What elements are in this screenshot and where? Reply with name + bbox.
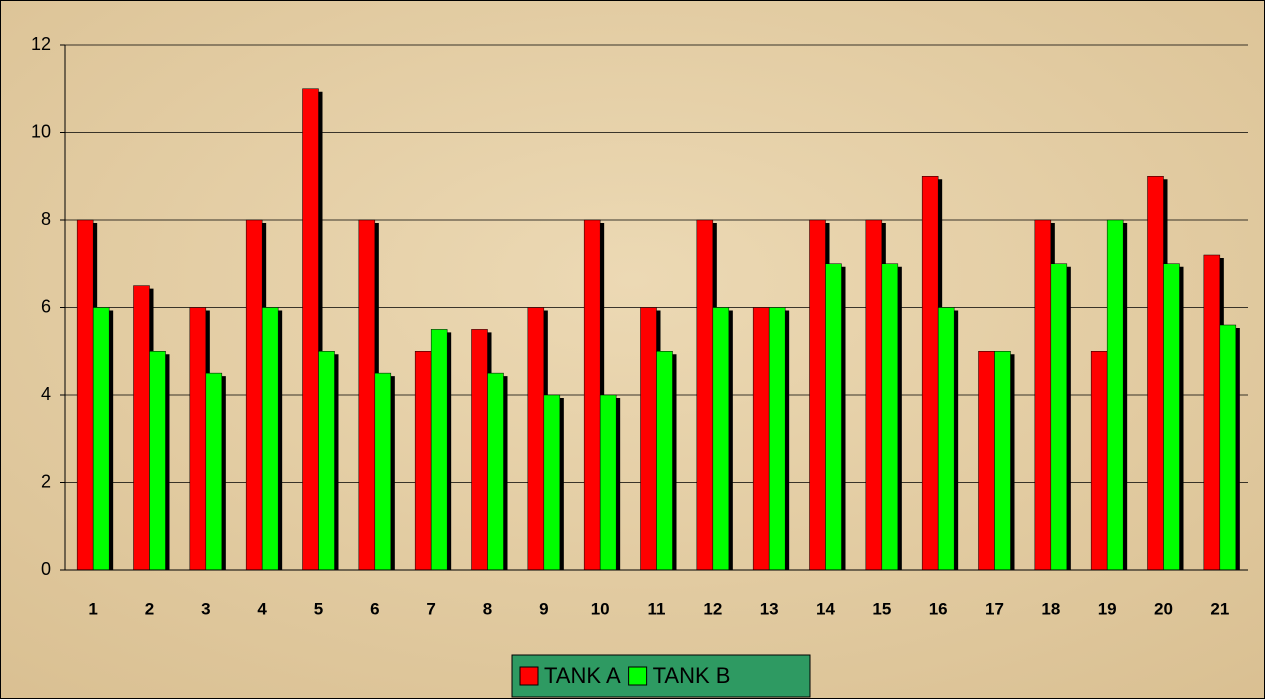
bar <box>1050 263 1068 571</box>
bar <box>1203 254 1221 571</box>
bar <box>261 307 279 571</box>
x-tick-label: 18 <box>1041 599 1060 618</box>
x-tick-label: 21 <box>1210 599 1229 618</box>
bar <box>1163 263 1180 571</box>
x-tick-label: 16 <box>929 599 948 618</box>
y-tick-label: 8 <box>41 209 51 229</box>
bar <box>430 329 448 571</box>
x-tick-label: 3 <box>201 599 210 618</box>
bar <box>76 219 94 571</box>
bar <box>487 372 504 571</box>
x-tick-label: 14 <box>816 599 835 618</box>
y-tick-label: 0 <box>41 559 51 579</box>
bar <box>881 263 899 571</box>
bar <box>696 219 714 571</box>
bar <box>712 307 730 571</box>
bar <box>752 307 770 571</box>
bar <box>994 351 1011 571</box>
bar <box>937 307 955 571</box>
y-tick-label: 6 <box>41 296 51 316</box>
bar <box>374 372 392 571</box>
x-tick-label: 9 <box>539 599 548 618</box>
x-tick-label: 20 <box>1154 599 1173 618</box>
x-tick-label: 11 <box>648 599 666 618</box>
x-tick-label: 7 <box>426 599 435 618</box>
bar <box>92 307 110 571</box>
bar <box>1090 351 1108 571</box>
bar <box>768 307 786 571</box>
legend-swatch <box>519 666 539 686</box>
x-tick-label: 12 <box>703 599 722 618</box>
bar <box>809 219 826 571</box>
bar <box>133 285 150 571</box>
y-tick-label: 12 <box>31 34 51 54</box>
x-tick-label: 17 <box>985 599 1004 618</box>
bar <box>527 307 545 571</box>
bar <box>318 351 335 571</box>
bar <box>865 219 883 571</box>
bar <box>1219 324 1237 571</box>
bar <box>149 351 166 571</box>
legend <box>511 654 811 698</box>
bar <box>599 394 617 571</box>
bar <box>414 351 432 571</box>
bar <box>471 329 488 571</box>
legend-swatch <box>628 666 648 686</box>
bar <box>825 263 842 571</box>
y-tick-label: 2 <box>41 471 51 491</box>
x-tick-label: 5 <box>314 599 323 618</box>
x-tick-label: 15 <box>872 599 891 618</box>
x-tick-label: 10 <box>591 599 610 618</box>
y-tick-label: 10 <box>31 121 51 141</box>
bar <box>921 176 939 571</box>
bar <box>245 219 263 571</box>
bar <box>189 307 207 571</box>
bar <box>543 394 561 571</box>
bar <box>205 372 223 571</box>
bar <box>1034 219 1052 571</box>
bar <box>358 219 376 571</box>
bar <box>583 219 601 571</box>
bar <box>302 88 319 571</box>
legend-label: TANK B <box>653 663 731 688</box>
bar <box>1147 176 1164 571</box>
bar <box>1106 219 1124 571</box>
bar <box>640 307 657 571</box>
legend-label: TANK A <box>544 663 621 688</box>
x-tick-label: 6 <box>370 599 379 618</box>
bar <box>978 351 995 571</box>
x-tick-label: 2 <box>145 599 154 618</box>
x-tick-label: 4 <box>257 599 267 618</box>
x-tick-label: 19 <box>1098 599 1117 618</box>
x-tick-label: 13 <box>760 599 779 618</box>
x-tick-label: 1 <box>88 599 97 618</box>
x-tick-label: 8 <box>483 599 492 618</box>
bar <box>656 351 673 571</box>
y-tick-label: 4 <box>41 384 51 404</box>
